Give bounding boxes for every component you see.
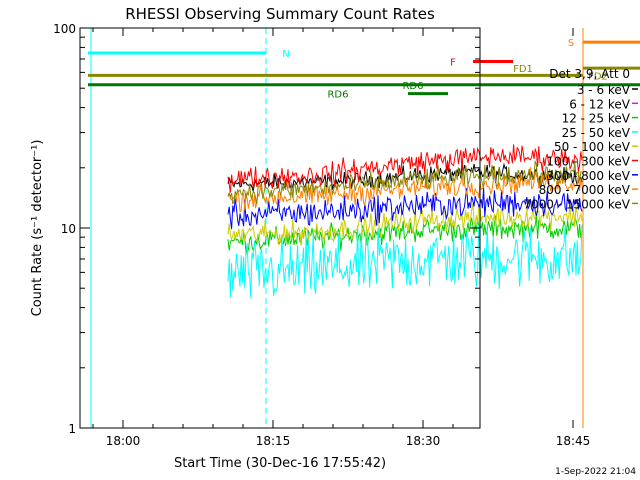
legend-entry-label: 50 - 100 keV bbox=[554, 140, 631, 154]
legend-entry-label: 800 - 7000 keV bbox=[539, 183, 631, 197]
flag-label: FD2 bbox=[588, 71, 608, 82]
y-tick-label: 10 bbox=[61, 222, 76, 236]
series-line bbox=[227, 215, 583, 256]
series-line bbox=[227, 224, 583, 299]
legend-entry-label: 100 - 300 keV bbox=[546, 155, 630, 169]
legend-entry-label: 3 - 6 keV bbox=[577, 83, 631, 97]
chart-title: RHESSI Observing Summary Count Rates bbox=[125, 5, 435, 23]
legend-entry-label: 12 - 25 keV bbox=[562, 112, 631, 126]
legend-entry-label: 300 - 800 keV bbox=[546, 169, 630, 183]
y-tick-label: 100 bbox=[53, 22, 76, 36]
y-tick-label: 1 bbox=[68, 422, 76, 436]
legend-entry-label: 6 - 12 keV bbox=[569, 97, 631, 111]
flag-label: F bbox=[450, 57, 456, 68]
series-line bbox=[227, 159, 582, 205]
legend-entry-label: 25 - 50 keV bbox=[562, 126, 631, 140]
x-tick-label: 18:15 bbox=[256, 434, 291, 448]
plot-area: N S F FD1 FD2 RD6 RD6 bbox=[88, 28, 640, 428]
y-axis-label: Count Rate (s⁻¹ detector⁻¹) bbox=[30, 140, 45, 317]
footer-timestamp: 1-Sep-2022 21:04 bbox=[555, 467, 636, 477]
flag-label: FD1 bbox=[513, 64, 533, 75]
legend-entry-label: 7000 - 15000 keV bbox=[523, 197, 630, 211]
axes: 18:0018:1518:3018:4519:0019:1519:3011010… bbox=[53, 22, 591, 448]
x-tick-label: 18:45 bbox=[556, 434, 591, 448]
series-line bbox=[227, 144, 583, 193]
flag-label: S bbox=[568, 38, 574, 49]
flag-label: N bbox=[282, 49, 289, 60]
x-tick-label: 18:00 bbox=[106, 434, 141, 448]
x-tick-label: 18:30 bbox=[406, 434, 441, 448]
flag-label: RD6 bbox=[402, 81, 423, 92]
series-line bbox=[227, 203, 583, 246]
series-line bbox=[227, 187, 583, 230]
flag-label: RD6 bbox=[327, 90, 348, 101]
x-axis-label: Start Time (30-Dec-16 17:55:42) bbox=[174, 456, 386, 471]
legend-title: Det 3,9, Att 0 bbox=[549, 67, 630, 81]
